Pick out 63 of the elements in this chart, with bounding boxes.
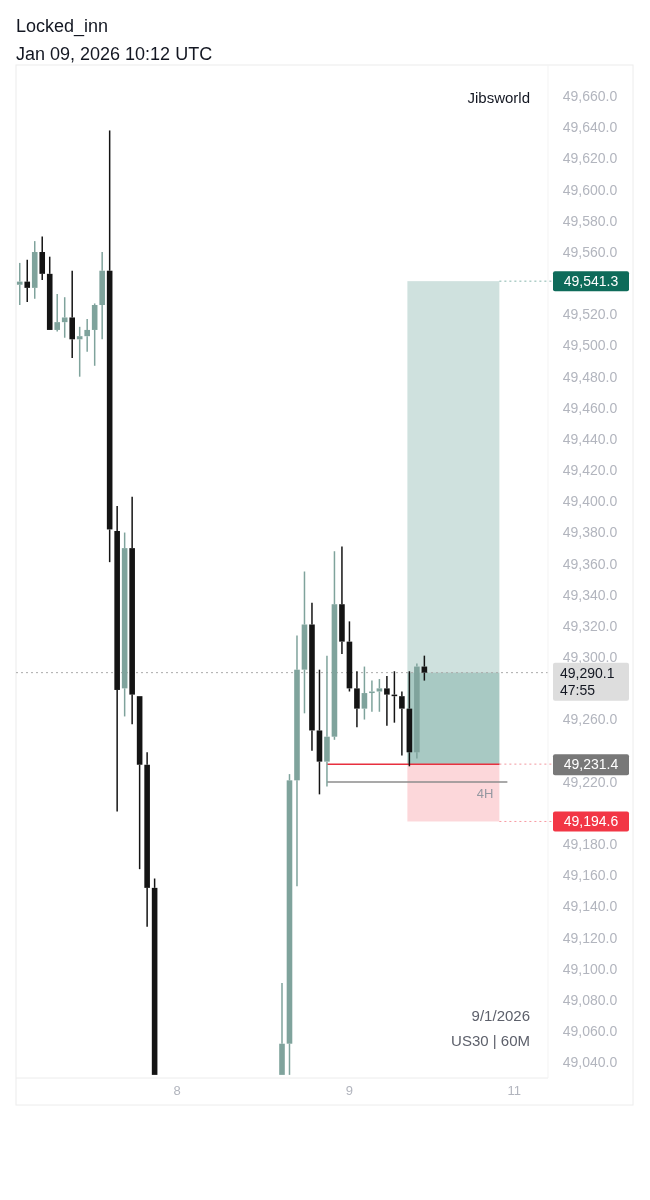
y-tick-label: 49,300.0 <box>562 649 618 666</box>
y-tick-label: 49,640.0 <box>562 119 618 136</box>
y-tick-label: 49,340.0 <box>562 586 618 603</box>
candlestick <box>414 662 420 760</box>
candlestick <box>114 505 120 813</box>
candlestick <box>384 675 390 727</box>
candlestick <box>24 259 31 303</box>
band-label: 49,541.3 <box>563 273 619 290</box>
y-tick-label: 49,120.0 <box>562 929 618 946</box>
candlestick <box>309 601 315 752</box>
y-tick-label: 49,360.0 <box>562 555 618 572</box>
y-tick-label: 49,600.0 <box>562 181 618 198</box>
candlestick <box>301 570 308 715</box>
annotation: Jibsworld <box>467 89 530 107</box>
y-tick-label: 49,060.0 <box>562 1023 618 1040</box>
ref-line-label: 49,231.4 <box>563 756 619 773</box>
y-tick-label: 49,660.0 <box>562 88 618 105</box>
y-tick-label: 49,040.0 <box>562 1054 618 1071</box>
candlestick <box>324 654 330 788</box>
candlestick <box>279 982 285 1075</box>
y-tick-label: 49,380.0 <box>562 524 618 541</box>
y-tick-label: 49,320.0 <box>562 617 618 634</box>
y-tick-label: 49,080.0 <box>562 991 618 1008</box>
candlestick <box>399 690 405 757</box>
y-tick-label: 49,460.0 <box>562 399 618 416</box>
candlestick <box>69 269 75 359</box>
candlestick <box>354 670 360 729</box>
y-tick-label: 49,420.0 <box>562 462 618 479</box>
y-tick-label: 49,520.0 <box>562 306 618 323</box>
chart-subtitle: Jan 09, 2026 10:12 UTC <box>16 44 213 64</box>
band-label: 49,194.6 <box>563 813 619 830</box>
candlestick <box>99 251 105 341</box>
y-tick-label: 49,400.0 <box>562 493 618 510</box>
candlestick <box>316 668 323 796</box>
candlestick <box>54 293 61 333</box>
chart-title: Locked_inn <box>16 16 109 37</box>
x-tick-label: 9 <box>345 1082 354 1098</box>
ref-line-label: 49,290.1 47:55 <box>560 664 615 698</box>
y-tick-label: 49,260.0 <box>562 711 618 728</box>
y-tick-label: 49,100.0 <box>562 960 618 977</box>
y-tick-label: 49,480.0 <box>562 368 618 385</box>
y-tick-label: 49,140.0 <box>562 898 618 915</box>
annotation: US30 | 60M <box>451 1032 530 1050</box>
candlestick <box>16 262 23 306</box>
candlestick <box>136 696 143 870</box>
candlestick <box>294 634 300 888</box>
y-tick-label: 49,160.0 <box>562 867 618 884</box>
candlestick <box>339 545 345 655</box>
y-tick-label: 49,220.0 <box>562 773 618 790</box>
annotation: 9/1/2026 <box>471 1007 530 1025</box>
candlestick <box>39 235 46 281</box>
x-tick-label: 8 <box>173 1082 181 1098</box>
candlestick <box>84 318 90 353</box>
y-tick-label: 49,620.0 <box>562 150 618 167</box>
y-tick-label: 49,560.0 <box>562 243 618 260</box>
ref-line-label: 4H <box>476 786 494 802</box>
x-tick-label: 11 <box>507 1082 522 1098</box>
y-tick-label: 49,180.0 <box>562 836 618 853</box>
y-tick-label: 49,580.0 <box>562 212 618 229</box>
candlestick <box>144 751 150 928</box>
candlestick <box>129 495 135 725</box>
y-tick-label: 49,500.0 <box>562 337 618 354</box>
y-tick-label: 49,440.0 <box>562 430 618 447</box>
